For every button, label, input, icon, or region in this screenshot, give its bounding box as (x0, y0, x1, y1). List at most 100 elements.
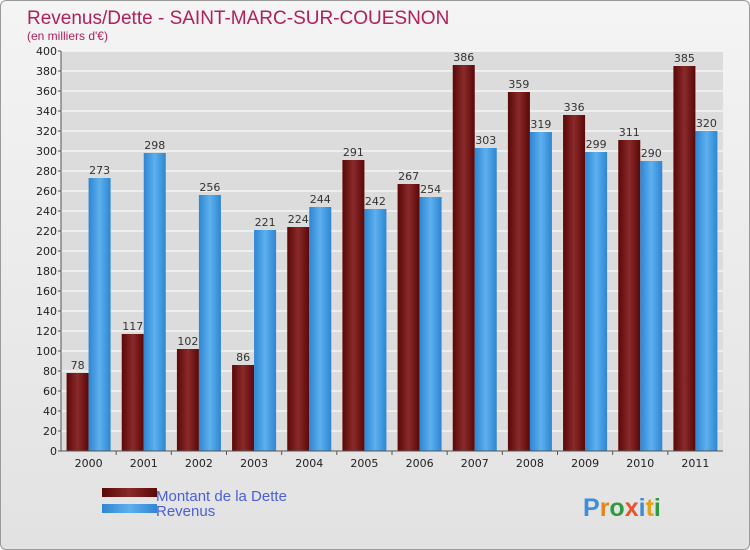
bar-revenue-2005 (364, 209, 387, 451)
x-tick-label: 2005 (350, 457, 378, 470)
logo-letter: r (600, 494, 610, 522)
y-tick-label: 80 (43, 365, 57, 378)
x-tick-label: 2000 (75, 457, 103, 470)
legend-swatch-debt (102, 488, 157, 497)
x-tick-label: 2009 (571, 457, 599, 470)
x-tick-label: 2003 (240, 457, 268, 470)
data-label-debt-2000: 78 (71, 359, 85, 372)
y-tick-label: 240 (36, 205, 57, 218)
y-tick-label: 100 (36, 345, 57, 358)
bar-revenue-2008 (529, 132, 552, 451)
logo-letter: t (646, 494, 655, 522)
legend-label-revenue: Revenus (156, 503, 215, 520)
legend: Montant de la Dette Revenus (102, 488, 287, 520)
y-tick-label: 60 (43, 385, 57, 398)
bar-debt-2005 (342, 160, 365, 451)
data-label-debt-2005: 291 (343, 146, 364, 159)
proxiti-logo: Proxiti (583, 494, 661, 522)
x-tick-label: 2011 (681, 457, 709, 470)
data-label-revenue-2007: 303 (475, 134, 496, 147)
bar-debt-2008 (507, 92, 530, 451)
data-label-debt-2001: 117 (122, 320, 143, 333)
data-label-revenue-2008: 319 (530, 118, 551, 131)
logo-letter: i (654, 494, 661, 522)
bar-revenue-2003 (254, 230, 277, 451)
y-tick-label: 20 (43, 425, 57, 438)
data-label-debt-2006: 267 (398, 170, 419, 183)
bar-revenue-2000 (88, 178, 111, 451)
x-tick-label: 2002 (185, 457, 213, 470)
chart-title: Revenus/Dette - SAINT-MARC-SUR-COUESNON (27, 8, 449, 29)
bar-revenue-2006 (419, 197, 442, 451)
bar-revenue-2010 (640, 161, 663, 451)
data-label-revenue-2000: 273 (89, 164, 110, 177)
x-tick-label: 2001 (130, 457, 158, 470)
y-tick-label: 220 (36, 225, 57, 238)
data-label-debt-2007: 386 (453, 51, 474, 64)
bar-debt-2004 (287, 227, 310, 451)
y-tick-label: 200 (36, 245, 57, 258)
bar-debt-2007 (452, 65, 475, 451)
y-tick-label: 140 (36, 305, 57, 318)
logo-letter: x (625, 494, 639, 522)
data-label-debt-2002: 102 (177, 335, 198, 348)
bar-debt-2006 (397, 184, 420, 451)
data-label-revenue-2010: 290 (641, 147, 662, 160)
y-tick-label: 340 (36, 105, 57, 118)
bar-debt-2011 (673, 66, 696, 451)
bar-revenue-2004 (309, 207, 332, 451)
y-tick-label: 300 (36, 145, 57, 158)
data-label-revenue-2006: 254 (420, 183, 441, 196)
bar-debt-2010 (618, 140, 641, 451)
y-tick-label: 260 (36, 185, 57, 198)
y-tick-label: 180 (36, 265, 57, 278)
chart-subtitle: (en milliers d'€) (27, 29, 108, 43)
plot-area: 0 20 40 60 80 100 120 140 160 180 200 220 240 260 280 3… (36, 45, 723, 470)
bar-debt-2003 (232, 365, 255, 451)
data-label-debt-2011: 385 (674, 52, 695, 65)
y-tick-label: 320 (36, 125, 57, 138)
logo-letter: P (583, 494, 600, 522)
bar-debt-2009 (563, 115, 586, 451)
legend-item-revenue: Revenus (102, 503, 215, 520)
bar-revenue-2001 (143, 153, 166, 451)
y-tick-label: 120 (36, 325, 57, 338)
bar-revenue-2002 (198, 195, 221, 451)
x-tick-label: 2010 (626, 457, 654, 470)
data-label-debt-2009: 336 (564, 101, 585, 114)
bar-debt-2000 (66, 373, 89, 451)
y-tick-label: 360 (36, 85, 57, 98)
y-tick-label: 400 (36, 45, 57, 58)
data-label-revenue-2011: 320 (696, 117, 717, 130)
y-tick-label: 0 (50, 445, 57, 458)
bar-revenue-2011 (695, 131, 718, 451)
data-label-revenue-2009: 299 (586, 138, 607, 151)
data-label-revenue-2003: 221 (255, 216, 276, 229)
legend-item-debt: Montant de la Dette (102, 488, 287, 505)
y-tick-label: 380 (36, 65, 57, 78)
logo-letter: i (639, 494, 646, 522)
legend-label-debt: Montant de la Dette (156, 488, 287, 505)
data-label-debt-2004: 224 (288, 213, 309, 226)
data-label-revenue-2005: 242 (365, 195, 386, 208)
x-tick-label: 2007 (461, 457, 489, 470)
y-tick-label: 160 (36, 285, 57, 298)
y-tick-label: 40 (43, 405, 57, 418)
y-tick-label: 280 (36, 165, 57, 178)
data-label-revenue-2004: 244 (310, 193, 331, 206)
data-label-revenue-2002: 256 (199, 181, 220, 194)
logo-letter: o (609, 494, 624, 522)
data-label-debt-2008: 359 (508, 78, 529, 91)
x-tick-label: 2004 (295, 457, 323, 470)
bar-debt-2001 (121, 334, 144, 451)
data-label-debt-2003: 86 (236, 351, 250, 364)
x-tick-label: 2006 (406, 457, 434, 470)
x-tick-label: 2008 (516, 457, 544, 470)
bar-revenue-2007 (474, 148, 497, 451)
data-label-revenue-2001: 298 (144, 139, 165, 152)
data-label-debt-2010: 311 (619, 126, 640, 139)
legend-swatch-revenue (102, 504, 157, 513)
bar-revenue-2009 (585, 152, 608, 451)
